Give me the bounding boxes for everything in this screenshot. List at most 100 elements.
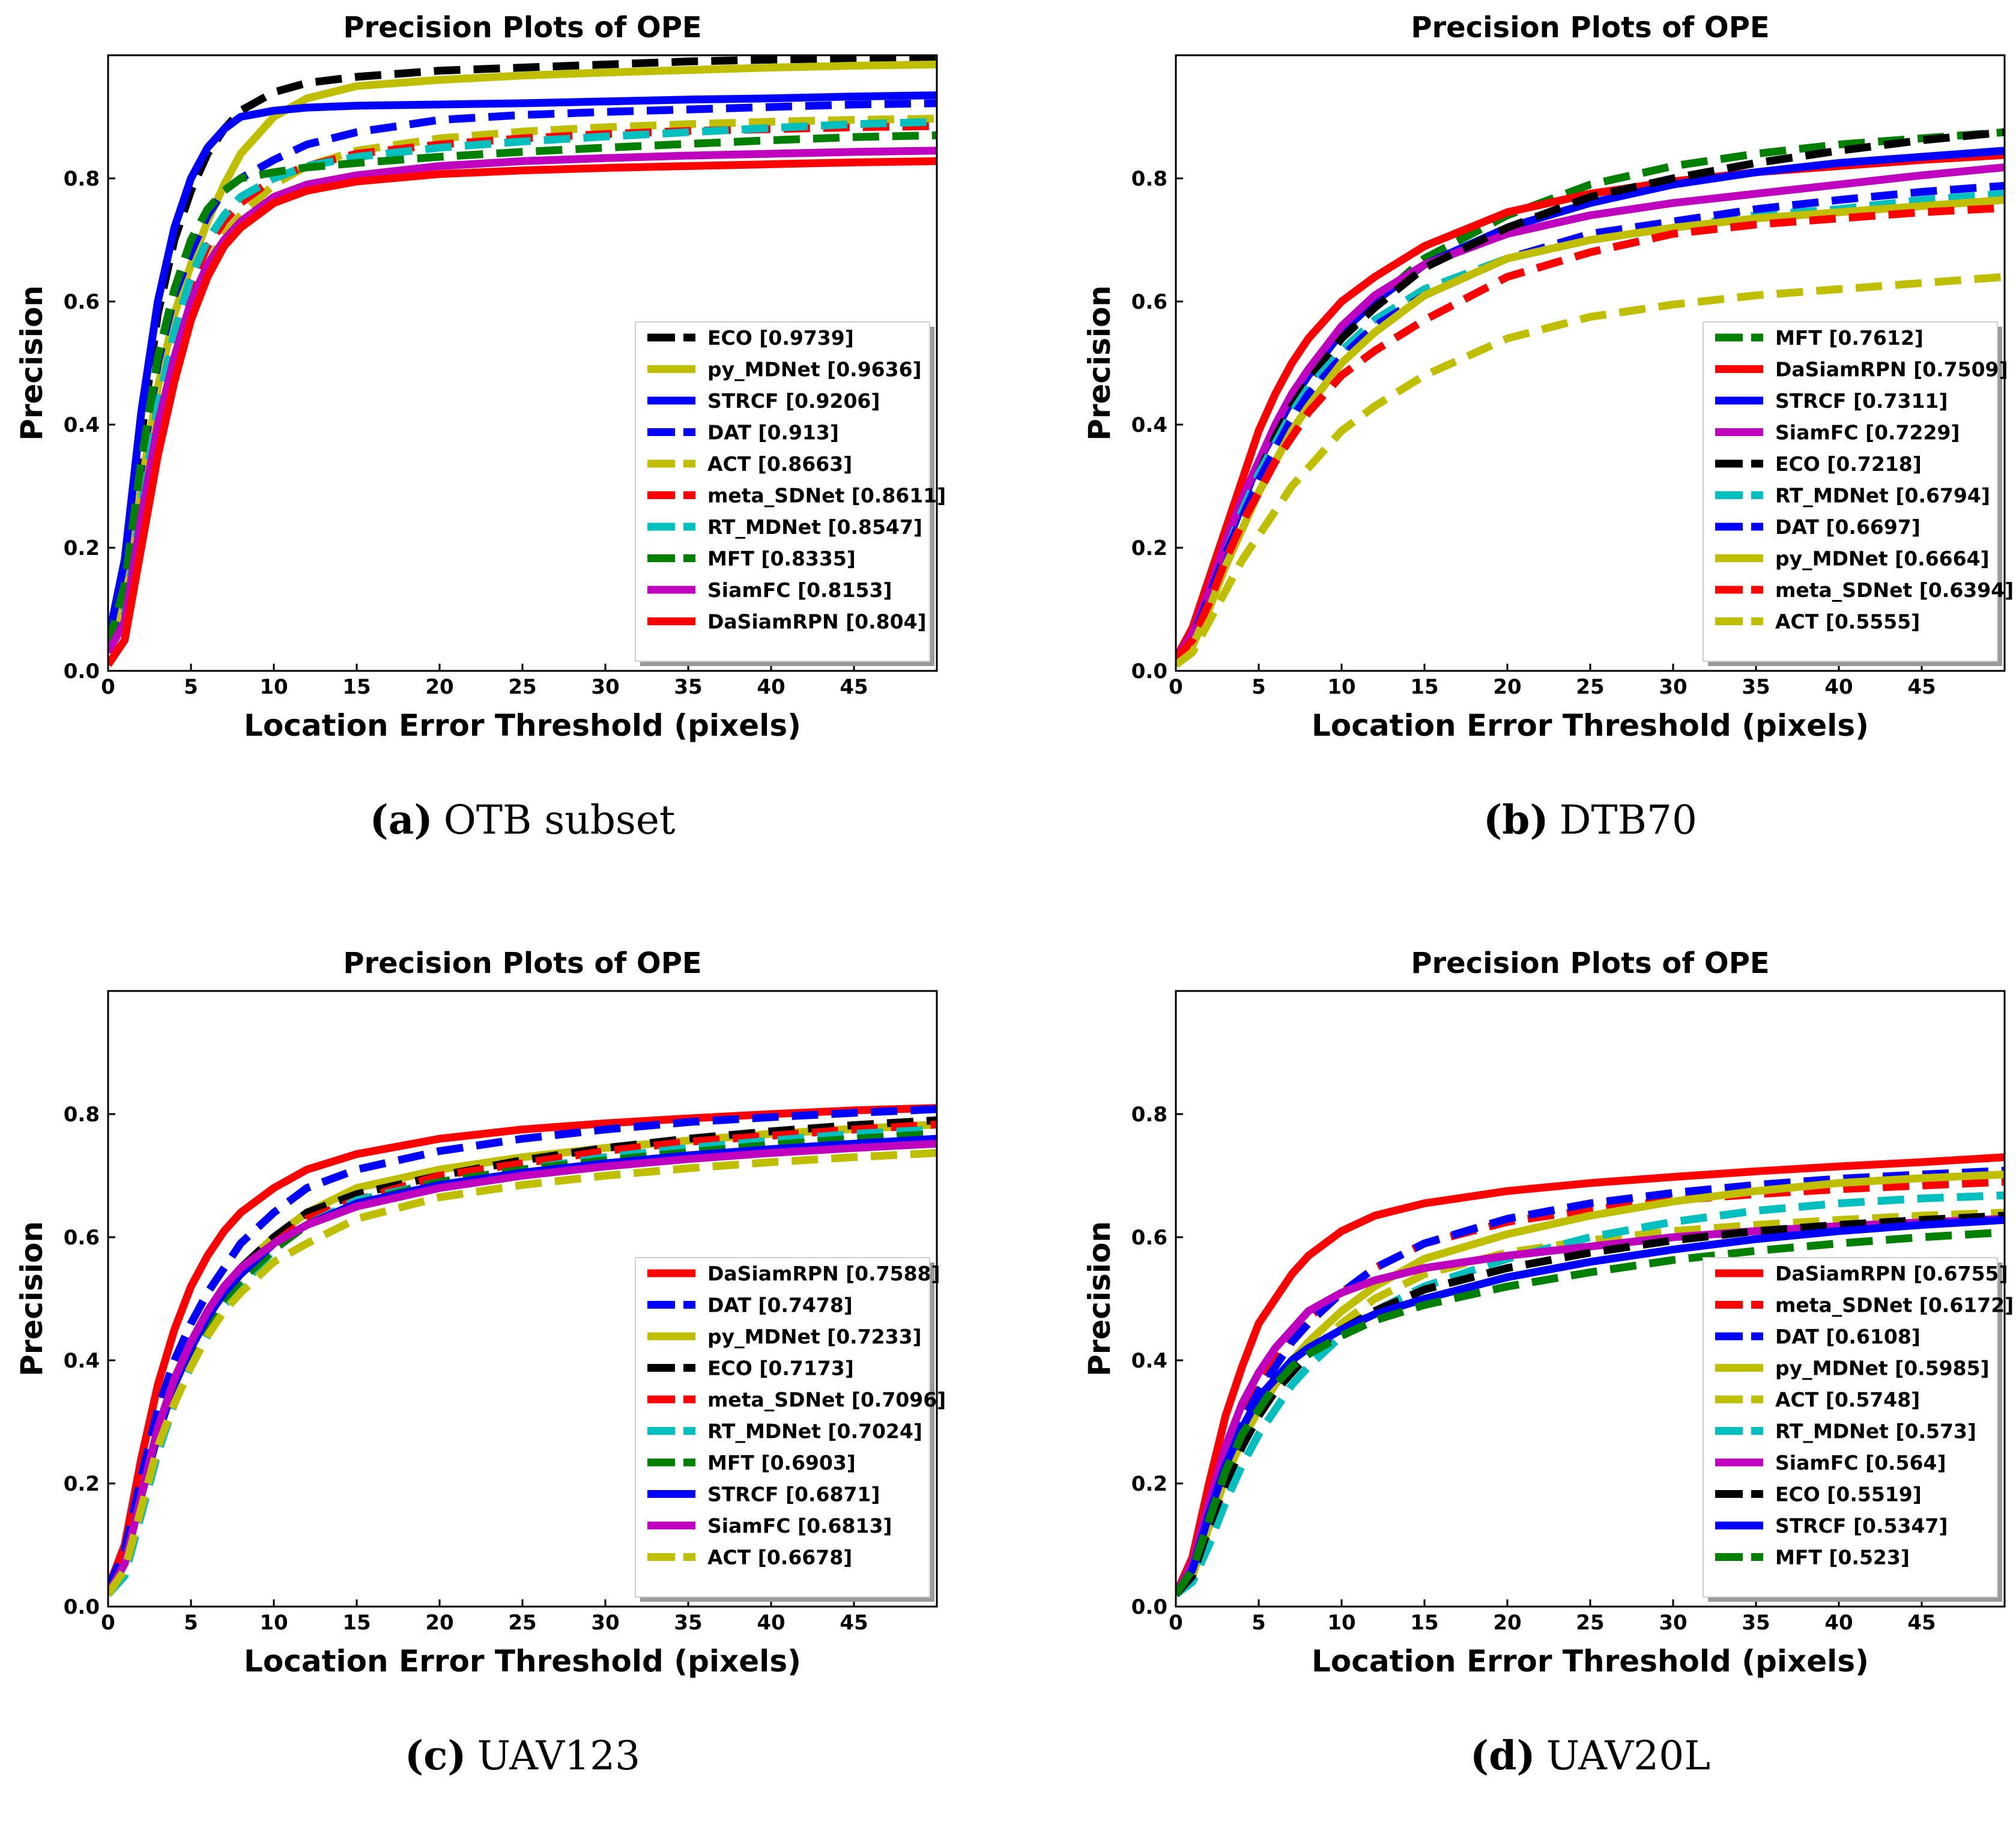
x-tick-label: 0 (101, 675, 115, 699)
legend-label: py_MDNet [0.5985] (1775, 1357, 1990, 1380)
chart-title: Precision Plots of OPE (343, 947, 701, 980)
chart-panel-c: Precision Plots of OPE 0 5 10 15 20 25 30 35 40 45… (14, 947, 946, 1779)
x-tick-label: 20 (425, 1611, 453, 1635)
x-tick-label: 0 (101, 1611, 115, 1635)
x-tick-label: 0 (1169, 1611, 1183, 1635)
legend-label: RT_MDNet [0.7024] (707, 1420, 922, 1443)
x-tick-label: 10 (1327, 1611, 1355, 1635)
y-axis-label: Precision (14, 1221, 49, 1377)
x-tick-label: 25 (508, 1611, 536, 1635)
x-tick-label: 20 (1493, 1611, 1521, 1635)
y-tick-label: 0.0 (1131, 659, 1167, 683)
x-tick-label: 40 (757, 1611, 785, 1635)
legend-label: meta_SDNet [0.6172] (1775, 1294, 2014, 1317)
x-tick-label: 30 (591, 1611, 619, 1635)
x-tick-label: 40 (757, 675, 785, 699)
legend-label: DAT [0.6108] (1775, 1325, 1921, 1348)
y-tick-label: 0.4 (1131, 1349, 1167, 1373)
x-tick-label: 5 (1252, 675, 1266, 699)
legend-label: MFT [0.523] (1775, 1546, 1910, 1569)
legend-label: ACT [0.8663] (707, 452, 852, 476)
x-tick-label: 40 (1824, 1611, 1853, 1635)
legend-label: STRCF [0.6871] (707, 1483, 880, 1506)
legend-label: py_MDNet [0.6664] (1775, 547, 1990, 571)
y-tick-label: 0.2 (1131, 1472, 1167, 1496)
legend-label: STRCF [0.5347] (1775, 1514, 1948, 1538)
x-tick-label: 15 (1410, 1611, 1438, 1635)
y-tick-label: 0.2 (1131, 536, 1167, 560)
legend-label: STRCF [0.9206] (707, 389, 880, 413)
x-tick-label: 35 (1742, 675, 1770, 699)
x-tick-label: 15 (342, 675, 371, 699)
y-tick-label: 0.6 (1131, 290, 1167, 314)
x-tick-label: 5 (184, 675, 198, 699)
x-tick-label: 35 (1742, 1611, 1770, 1635)
legend-label: MFT [0.8335] (707, 547, 856, 571)
y-tick-label: 0.0 (64, 1595, 100, 1619)
caption-text: OTB subset (444, 797, 676, 843)
legend-label: DaSiamRPN [0.7509] (1775, 358, 2008, 381)
chart-panel-a: Precision Plots of OPE 0 5 10 15 20 25 30 35 40 45… (14, 11, 946, 843)
x-tick-label: 30 (591, 675, 619, 699)
legend-label: ACT [0.6678] (707, 1546, 852, 1569)
x-tick-label: 45 (1907, 1611, 1936, 1635)
legend-label: DAT [0.6697] (1775, 515, 1921, 539)
y-tick-label: 0.6 (64, 290, 100, 314)
y-tick-label: 0.4 (64, 413, 100, 437)
x-tick-label: 35 (674, 675, 702, 699)
x-tick-label: 20 (1493, 675, 1521, 699)
panel-caption: (b) DTB70 (1483, 796, 1697, 843)
x-tick-label: 15 (342, 1611, 371, 1635)
chart-panel-d: Precision Plots of OPE 0 5 10 15 20 25 30 35 40 45… (1082, 947, 2014, 1779)
x-tick-label: 10 (259, 675, 288, 699)
x-tick-label: 25 (1576, 1611, 1604, 1635)
legend-label: py_MDNet [0.9636] (707, 358, 922, 381)
legend-label: meta_SDNet [0.6394] (1775, 578, 2014, 602)
legend-label: ECO [0.7218] (1775, 452, 1922, 476)
chart-title: Precision Plots of OPE (1411, 11, 1769, 44)
legend-label: DaSiamRPN [0.804] (707, 610, 927, 634)
legend-label: ECO [0.7173] (707, 1357, 854, 1380)
x-tick-label: 20 (425, 675, 453, 699)
series-line-8 (108, 147, 937, 655)
x-tick-label: 0 (1169, 675, 1183, 699)
chart-title: Precision Plots of OPE (1411, 947, 1769, 980)
series-line-9 (1176, 1228, 2005, 1597)
series-group (108, 55, 937, 667)
panel-caption: (c) UAV123 (405, 1732, 640, 1779)
y-tick-label: 0.8 (64, 1103, 100, 1127)
series-group (1176, 128, 2005, 668)
legend-label: RT_MDNet [0.6794] (1775, 484, 1990, 508)
series-line-6 (108, 118, 937, 654)
x-tick-label: 30 (1659, 675, 1687, 699)
series-line-7 (108, 131, 937, 647)
y-tick-label: 0.2 (64, 1472, 100, 1496)
legend-label: MFT [0.7612] (1775, 326, 1924, 350)
x-tick-label: 10 (1327, 675, 1355, 699)
legend: DaSiamRPN [0.6755] meta_SDNet [0.6172] DAT… (1703, 1257, 2014, 1602)
caption-label: (b) (1483, 796, 1549, 843)
x-axis-label: Location Error Threshold (pixels) (1312, 1644, 1869, 1679)
y-tick-label: 0.8 (1131, 167, 1167, 191)
legend-label: ACT [0.5555] (1775, 610, 1920, 634)
legend-label: ECO [0.9739] (707, 326, 854, 350)
x-tick-label: 15 (1410, 675, 1438, 699)
y-axis-label: Precision (1082, 1221, 1117, 1377)
y-tick-label: 0.2 (64, 536, 100, 560)
y-tick-label: 0.8 (64, 167, 100, 191)
legend-label: py_MDNet [0.7233] (707, 1325, 922, 1348)
legend-label: MFT [0.6903] (707, 1451, 856, 1474)
legend-label: SiamFC [0.564] (1775, 1451, 1946, 1474)
y-axis-label: Precision (1082, 285, 1117, 441)
caption-text: DTB70 (1560, 797, 1697, 843)
legend-label: ECO [0.5519] (1775, 1483, 1922, 1506)
legend-label: SiamFC [0.8153] (707, 578, 892, 602)
legend-label: SiamFC [0.7229] (1775, 421, 1960, 444)
series-line-1 (108, 1105, 937, 1590)
caption-text: UAV20L (1546, 1733, 1710, 1779)
y-tick-label: 0.6 (1131, 1226, 1167, 1250)
legend-label: DaSiamRPN [0.7588] (707, 1262, 940, 1285)
legend: ECO [0.9739] py_MDNet [0.9636] STRCF [0.92… (635, 321, 946, 666)
series-line-6 (1176, 1214, 2005, 1596)
series-line-2 (108, 91, 937, 641)
